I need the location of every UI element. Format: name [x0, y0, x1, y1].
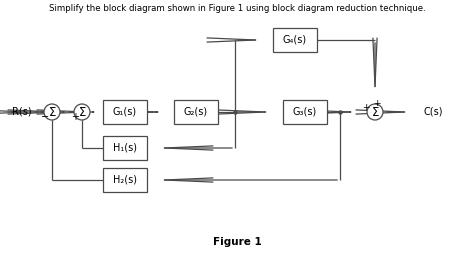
Bar [103, 100, 147, 124]
Text: G₁(s): G₁(s) [113, 107, 137, 117]
Bar [103, 168, 147, 192]
Text: +: + [373, 99, 381, 107]
Bar [273, 28, 317, 52]
Text: R(s): R(s) [12, 107, 32, 117]
Text: H₁(s): H₁(s) [113, 143, 137, 153]
Text: H₂(s): H₂(s) [113, 175, 137, 185]
Text: C(s): C(s) [424, 107, 444, 117]
Text: $\Sigma$: $\Sigma$ [48, 106, 56, 119]
Text: −: − [41, 112, 49, 122]
Bar [103, 136, 147, 160]
Circle shape [44, 104, 60, 120]
Text: $\Sigma$: $\Sigma$ [371, 106, 379, 119]
Text: $\Sigma$: $\Sigma$ [78, 106, 86, 119]
Bar [283, 100, 327, 124]
Text: Simplify the block diagram shown in Figure 1 using block diagram reduction techn: Simplify the block diagram shown in Figu… [49, 4, 425, 13]
Text: +: + [362, 102, 370, 112]
Circle shape [74, 104, 90, 120]
Text: G₃(s): G₃(s) [293, 107, 317, 117]
Bar [174, 100, 218, 124]
Text: G₄(s): G₄(s) [283, 35, 307, 45]
Text: Figure 1: Figure 1 [213, 237, 261, 247]
Text: G₂(s): G₂(s) [184, 107, 208, 117]
Text: +: + [71, 112, 79, 122]
Circle shape [367, 104, 383, 120]
